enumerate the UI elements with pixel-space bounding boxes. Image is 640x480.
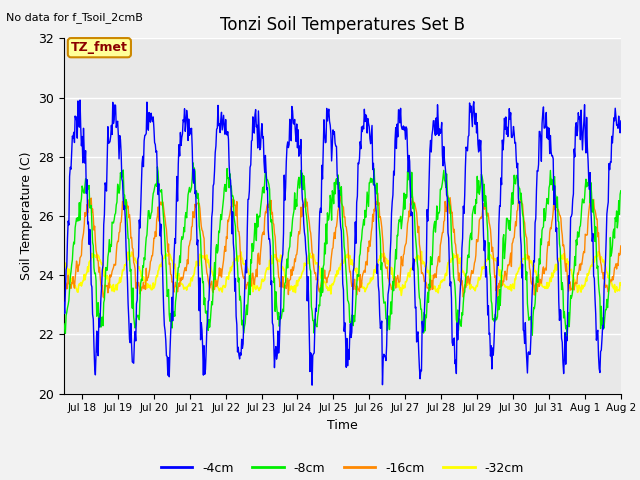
Title: Tonzi Soil Temperatures Set B: Tonzi Soil Temperatures Set B [220, 16, 465, 34]
Text: TZ_fmet: TZ_fmet [71, 41, 128, 54]
X-axis label: Time: Time [327, 419, 358, 432]
Text: No data for f_Tsoil_2cmB: No data for f_Tsoil_2cmB [6, 12, 143, 23]
Legend: -4cm, -8cm, -16cm, -32cm: -4cm, -8cm, -16cm, -32cm [156, 456, 529, 480]
Y-axis label: Soil Temperature (C): Soil Temperature (C) [20, 152, 33, 280]
